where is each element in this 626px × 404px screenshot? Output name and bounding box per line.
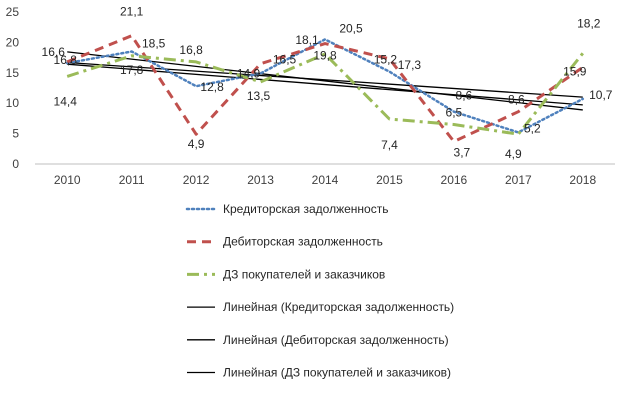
data-label: 5,2 — [524, 121, 541, 135]
data-label: 10,7 — [589, 88, 613, 102]
data-label: 7,4 — [381, 138, 398, 152]
data-label: 18,1 — [295, 33, 319, 47]
data-label: 16,5 — [273, 53, 297, 67]
data-label: 18,2 — [577, 16, 601, 30]
legend-label-3: Линейная (Кредиторская задолженность) — [223, 300, 454, 314]
legend-label-2: ДЗ покупателей и заказчиков — [223, 267, 385, 281]
x-tick-label: 2014 — [312, 173, 339, 187]
y-tick-label: 5 — [12, 127, 19, 141]
y-tick-label: 0 — [12, 157, 19, 171]
data-label: 18,5 — [142, 37, 166, 51]
x-tick-label: 2012 — [183, 173, 210, 187]
legend-label-4: Линейная (Дебиторская задолженность) — [223, 333, 449, 347]
legend-label-1: Дебиторская задолженность — [223, 235, 383, 249]
data-label: 3,7 — [454, 146, 471, 160]
x-tick-label: 2017 — [505, 173, 532, 187]
data-label: 4,9 — [188, 137, 205, 151]
trendline-0 — [67, 51, 583, 111]
data-label: 14,4 — [54, 94, 78, 108]
x-tick-label: 2018 — [569, 173, 596, 187]
x-tick-label: 2011 — [119, 173, 145, 187]
data-label: 17,8 — [120, 63, 144, 77]
x-tick-label: 2013 — [247, 173, 274, 187]
data-label: 16,8 — [54, 53, 78, 67]
data-label: 6,5 — [446, 105, 463, 119]
y-tick-label: 15 — [6, 66, 20, 80]
x-tick-label: 2015 — [376, 173, 403, 187]
trendline-1 — [67, 61, 583, 98]
data-label: 13,5 — [247, 89, 271, 103]
data-label: 14,9 — [237, 66, 261, 80]
data-label: 15,2 — [374, 53, 398, 67]
series-line-2 — [66, 52, 584, 136]
data-label: 4,9 — [505, 147, 522, 161]
data-label: 8,6 — [508, 93, 525, 107]
data-label: 21,1 — [120, 5, 144, 19]
x-tick-label: 2010 — [54, 173, 81, 187]
series-line-1 — [66, 34, 584, 143]
x-tick-label: 2016 — [441, 173, 468, 187]
data-label: 16,6 — [42, 45, 66, 59]
series-line-0 — [65, 38, 585, 134]
y-tick-label: 10 — [6, 96, 20, 110]
data-label: 19,8 — [313, 49, 337, 63]
data-label: 16,8 — [179, 43, 203, 57]
legend-label-0: Кредиторская задолженность — [223, 202, 388, 216]
legend-label-5: Линейная (ДЗ покупателей и заказчиков) — [223, 366, 451, 380]
data-label: 17,3 — [398, 58, 422, 72]
data-label: 20,5 — [339, 21, 363, 35]
data-label: 12,8 — [200, 80, 224, 94]
data-label: 8,6 — [456, 89, 473, 103]
y-tick-label: 20 — [6, 35, 20, 49]
trendline-2 — [67, 63, 583, 106]
y-tick-label: 25 — [6, 5, 20, 19]
data-label: 15,9 — [563, 64, 587, 78]
